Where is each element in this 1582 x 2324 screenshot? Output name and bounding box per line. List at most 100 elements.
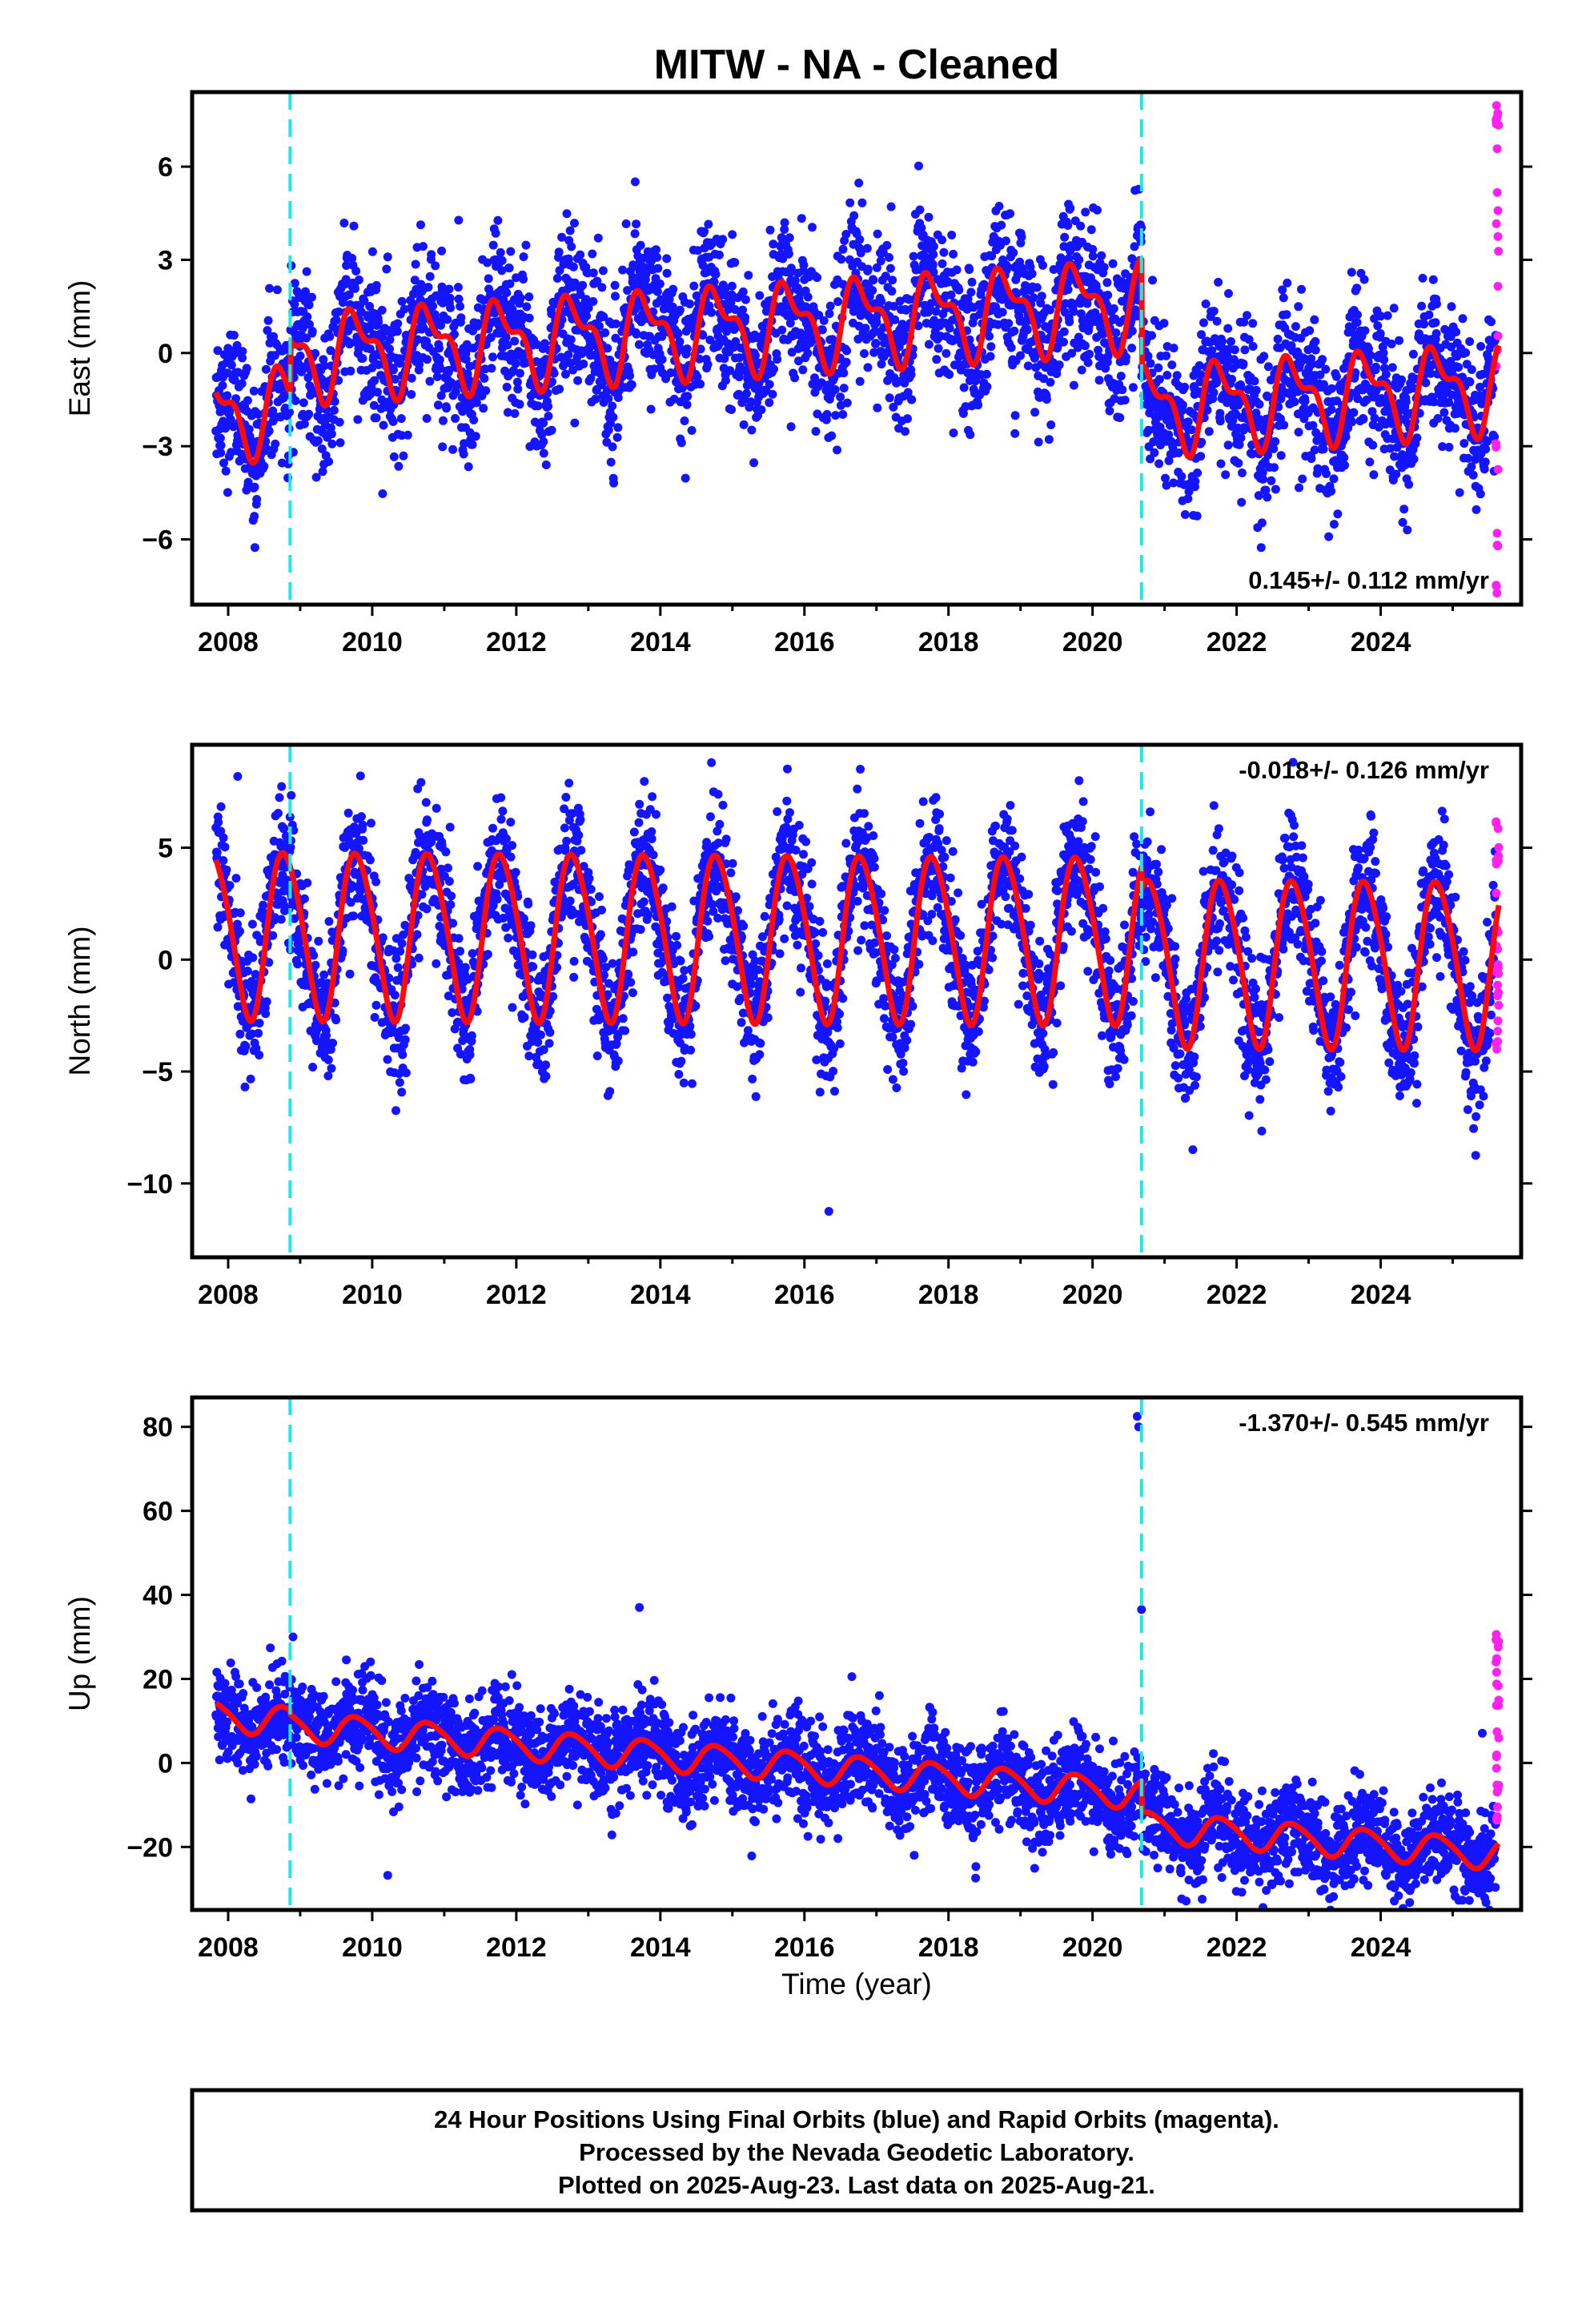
data-point: [1387, 340, 1396, 348]
data-point: [383, 1055, 392, 1064]
data-point: [263, 326, 272, 336]
data-point: [966, 287, 976, 297]
data-point: [493, 215, 503, 225]
data-point: [445, 293, 455, 303]
data-point: [974, 400, 983, 410]
data-point: [226, 415, 235, 424]
data-point: [1108, 259, 1118, 268]
data-point: [503, 408, 512, 417]
data-point: [422, 904, 432, 914]
data-point: [465, 361, 475, 371]
data-point: [487, 364, 496, 373]
data-point: [544, 412, 553, 421]
data-point: [683, 392, 693, 401]
data-point: [1349, 408, 1359, 417]
data-point: [374, 317, 383, 327]
data-point: [401, 1068, 411, 1078]
data-point: [785, 233, 794, 243]
data-point: [447, 891, 456, 901]
data-point: [235, 908, 245, 918]
data-point: [609, 478, 619, 488]
data-point: [604, 425, 613, 435]
data-point: [618, 265, 628, 275]
data-point: [1383, 311, 1392, 320]
data-point: [562, 209, 572, 219]
data-point: [491, 228, 500, 238]
data-point: [248, 953, 258, 963]
data-point: [817, 325, 827, 335]
data-point: [854, 179, 864, 187]
data-point: [446, 900, 456, 910]
data-point: [1006, 343, 1016, 352]
data-point: [520, 1012, 529, 1022]
data-point: [1204, 427, 1214, 436]
data-point: [1421, 378, 1431, 388]
data-point: [685, 300, 694, 308]
data-point: [747, 425, 757, 435]
data-point: [1240, 345, 1250, 355]
data-point: [557, 232, 567, 242]
data-point: [528, 962, 538, 971]
data-point: [1412, 433, 1422, 443]
data-point: [285, 408, 294, 417]
data-point: [304, 300, 314, 310]
x-tick-label: 2022: [1207, 627, 1267, 657]
data-point: [1282, 310, 1291, 320]
data-point: [259, 900, 268, 910]
data-point: [334, 307, 343, 316]
data-point: [268, 931, 278, 940]
data-point: [238, 353, 247, 363]
data-point: [1209, 307, 1219, 316]
data-point: [1461, 348, 1471, 357]
data-point: [868, 286, 877, 296]
data-point: [1283, 278, 1292, 287]
data-point: [769, 364, 778, 374]
data-point: [966, 430, 975, 440]
data-point: [1451, 424, 1460, 433]
data-point: [570, 219, 579, 228]
x-tick-label: 2010: [342, 627, 403, 657]
data-point: [1193, 468, 1203, 477]
data-point: [813, 273, 822, 283]
data-point: [1080, 341, 1090, 351]
data-point: [541, 460, 551, 469]
data-point: [213, 923, 223, 932]
data-point: [611, 319, 620, 328]
data-point: [465, 1050, 475, 1059]
data-point: [777, 325, 787, 335]
data-point: [1088, 251, 1098, 261]
data-point: [473, 862, 483, 871]
data-point: [566, 335, 576, 344]
data-point: [661, 374, 671, 384]
data-point: [214, 818, 223, 827]
data-point: [599, 312, 608, 321]
data-point: [841, 357, 851, 367]
data-point: [675, 305, 685, 315]
data-point: [1359, 275, 1369, 284]
data-point: [855, 376, 865, 386]
data-point: [1046, 420, 1056, 429]
data-point: [1347, 267, 1356, 277]
data-point: [822, 410, 832, 419]
data-point: [861, 324, 870, 333]
data-point: [715, 250, 724, 259]
data-point: [1059, 327, 1069, 336]
data-point: [425, 271, 435, 281]
data-point: [703, 360, 713, 369]
data-point: [1298, 474, 1307, 484]
data-point: [287, 790, 296, 800]
data-point: [1196, 452, 1206, 461]
data-point: [432, 291, 441, 300]
data-point: [721, 376, 730, 385]
data-point: [1327, 384, 1336, 393]
data-point: [367, 247, 377, 256]
data-point: [1148, 275, 1158, 285]
data-point: [299, 419, 309, 428]
data-point: [367, 818, 375, 828]
data-point: [246, 1074, 255, 1084]
data-point: [949, 428, 958, 438]
data-point: [1215, 416, 1225, 426]
data-point: [1221, 470, 1231, 480]
data-point: [436, 364, 445, 373]
data-point: [423, 815, 432, 825]
